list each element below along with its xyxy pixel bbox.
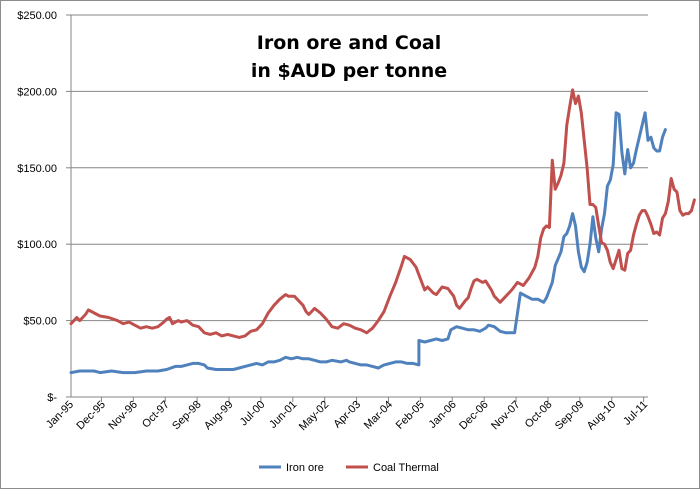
y-tick-label: $150.00 — [17, 163, 57, 175]
x-tick-label: Nov-07 — [489, 399, 523, 433]
legend-label-iron-ore: Iron ore — [286, 462, 324, 474]
x-tick-label: Dec-95 — [74, 399, 108, 433]
y-tick-label: $250.00 — [17, 10, 57, 22]
x-tick-label: Dec-06 — [457, 399, 491, 433]
x-tick-label: Jan-06 — [427, 399, 459, 431]
chart-title-line-2: in $AUD per tonne — [251, 60, 447, 82]
x-tick-label: Aug-10 — [585, 399, 619, 433]
gridlines — [71, 14, 648, 322]
x-tick-label: May-02 — [297, 399, 331, 433]
y-axis-ticks: $- $50.00 $100.00 $150.00 $200.00 $250.00 — [17, 10, 71, 404]
series-line-iron-ore — [69, 111, 667, 375]
x-tick-label: Mar-04 — [362, 399, 395, 432]
y-tick-label: $100.00 — [17, 239, 57, 251]
x-tick-label: Jul-00 — [238, 399, 268, 429]
legend-label-coal-thermal: Coal Thermal — [373, 462, 439, 474]
x-tick-label: Feb-05 — [394, 399, 427, 432]
x-tick-label: Jul-11 — [621, 399, 650, 428]
title-background — [239, 25, 459, 83]
series-lines — [69, 88, 696, 375]
x-tick-label: Apr-03 — [331, 399, 363, 431]
x-tick-label: Aug-99 — [202, 399, 236, 433]
x-tick-label: Jun-01 — [267, 399, 299, 431]
x-tick-label: Sep-98 — [170, 399, 204, 433]
legend: Iron ore Coal Thermal — [259, 462, 439, 474]
series-line-coal-thermal — [69, 88, 696, 339]
y-tick-label: $200.00 — [17, 86, 57, 98]
x-tick-label: Nov-96 — [106, 399, 140, 433]
y-tick-label: $- — [47, 392, 57, 404]
x-tick-label: Oct-08 — [523, 399, 555, 431]
x-tick-label: Oct-97 — [140, 399, 172, 431]
x-tick-label: Sep-09 — [553, 399, 587, 433]
chart-title-line-1: Iron ore and Coal — [257, 32, 441, 54]
y-tick-label: $50.00 — [23, 316, 57, 328]
